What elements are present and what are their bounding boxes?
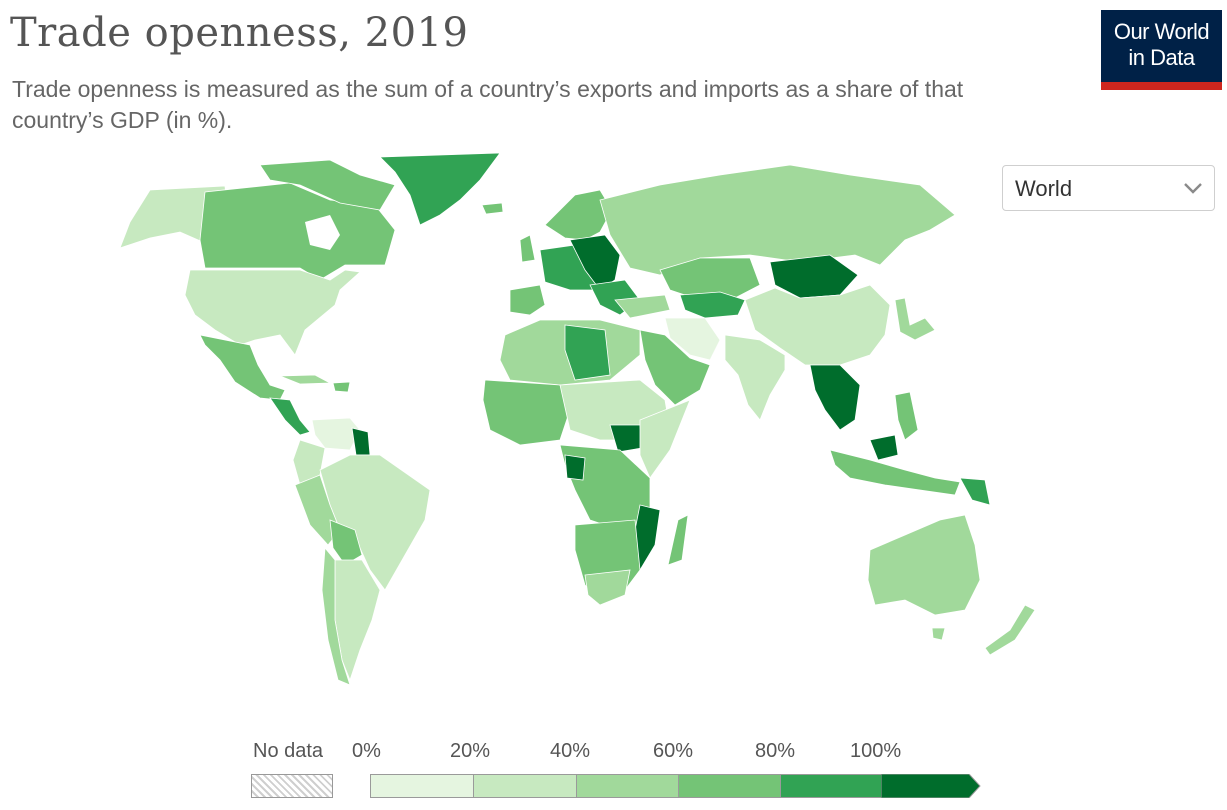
region-south-america [292, 417, 431, 686]
country-png[interactable] [959, 477, 991, 506]
country-central-asia[interactable] [679, 291, 746, 319]
owid-logo[interactable]: Our World in Data [1101, 10, 1222, 90]
country-southeast-asia[interactable] [809, 364, 861, 431]
chart-title: Trade openness, 2019 [10, 10, 469, 56]
legend-tick-100: 100% [850, 740, 902, 762]
region-select[interactable]: World [1002, 165, 1215, 211]
country-scandinavia[interactable] [544, 189, 613, 241]
country-cuba[interactable] [279, 374, 332, 385]
legend-no-data-label: No data [253, 740, 324, 762]
legend-bin-100-plus[interactable] [881, 774, 981, 798]
country-mexico[interactable] [199, 334, 286, 401]
country-india[interactable] [724, 334, 786, 421]
legend-bin-60-80[interactable] [678, 774, 780, 798]
country-usa[interactable] [184, 269, 361, 356]
country-hispaniola[interactable] [332, 381, 351, 393]
region-oceania [867, 514, 1036, 656]
legend-tick-80: 80% [755, 740, 796, 762]
country-philippines[interactable] [894, 391, 919, 441]
country-china[interactable] [744, 284, 891, 366]
chart-subtitle: Trade openness is measured as the sum of… [12, 76, 964, 133]
legend-bin-0-20[interactable] [370, 774, 473, 798]
country-gabon[interactable] [564, 454, 586, 481]
country-canada-islands[interactable] [259, 159, 396, 211]
country-greenland[interactable] [379, 152, 501, 226]
region-asia [599, 164, 991, 506]
legend-tick-0: 0% [352, 740, 381, 762]
country-iceland[interactable] [481, 202, 504, 215]
legend-bin-80-100[interactable] [780, 774, 881, 798]
legend-no-data-swatch[interactable] [251, 774, 333, 798]
country-central-europe[interactable] [569, 234, 621, 291]
country-uk[interactable] [519, 234, 536, 263]
logo-red-bar [1101, 82, 1222, 90]
country-horn-of-africa[interactable] [639, 399, 691, 479]
logo-line-1: Our World [1113, 19, 1210, 44]
legend-bin-20-40[interactable] [473, 774, 576, 798]
country-indonesia[interactable] [829, 449, 961, 496]
logo-line-2: in Data [1128, 45, 1195, 70]
country-west-africa[interactable] [482, 379, 571, 446]
country-south-sudan[interactable] [609, 424, 643, 453]
legend-bin-40-60[interactable] [576, 774, 678, 798]
country-south-africa[interactable] [584, 569, 631, 606]
country-russia[interactable] [599, 164, 956, 276]
country-arabia[interactable] [639, 329, 711, 406]
country-kazakhstan[interactable] [659, 257, 761, 301]
legend-tick-60: 60% [653, 740, 694, 762]
country-guyana[interactable] [351, 427, 371, 456]
region-europe [481, 189, 641, 316]
region-africa [482, 319, 691, 606]
world-map[interactable] [0, 140, 1227, 700]
country-venezuela[interactable] [311, 417, 361, 451]
region-select-value: World [1015, 176, 1073, 201]
country-chile[interactable] [321, 546, 351, 686]
country-madagascar[interactable] [667, 514, 689, 566]
color-legend: No data 0% 20% 40% 60% 80% 100% [0, 730, 1227, 810]
country-tasmania[interactable] [931, 627, 946, 641]
region-north-america [119, 152, 501, 436]
legend-tick-40: 40% [550, 740, 591, 762]
country-central-america[interactable] [269, 397, 311, 436]
chevron-down-icon [1184, 183, 1202, 194]
country-libya[interactable] [564, 324, 611, 381]
country-korea-japan[interactable] [894, 297, 936, 341]
country-canada[interactable] [199, 182, 396, 281]
hudson-bay [305, 215, 340, 250]
country-australia[interactable] [867, 514, 981, 616]
country-malaysia[interactable] [869, 434, 899, 461]
country-new-zealand[interactable] [984, 604, 1036, 656]
legend-tick-20: 20% [450, 740, 491, 762]
country-iberia[interactable] [509, 284, 546, 316]
country-turkey[interactable] [614, 294, 671, 319]
country-iran[interactable] [664, 317, 721, 361]
